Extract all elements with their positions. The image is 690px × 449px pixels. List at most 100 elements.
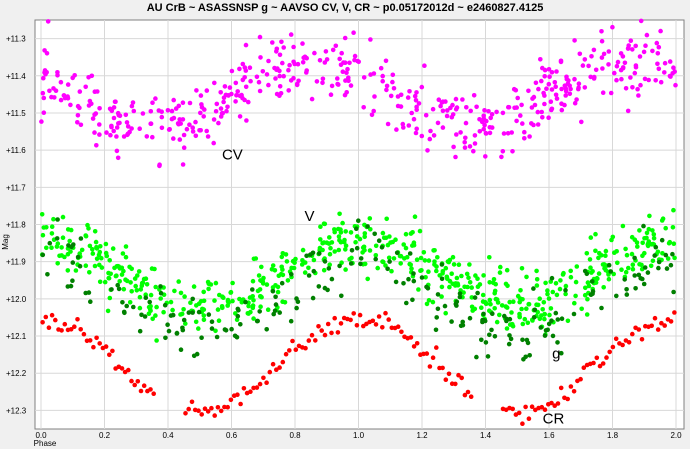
data-point bbox=[342, 35, 348, 41]
data-point bbox=[41, 225, 47, 230]
data-point bbox=[571, 311, 577, 317]
data-point bbox=[165, 322, 170, 328]
data-point bbox=[584, 312, 590, 317]
data-point bbox=[515, 95, 520, 101]
data-point bbox=[601, 285, 606, 290]
data-point bbox=[234, 93, 239, 98]
data-point bbox=[153, 96, 158, 101]
data-point bbox=[389, 268, 394, 274]
data-point bbox=[636, 327, 642, 332]
data-point bbox=[376, 314, 382, 319]
data-point bbox=[615, 260, 620, 266]
data-point bbox=[138, 287, 144, 292]
data-point bbox=[133, 283, 138, 289]
data-point bbox=[129, 126, 134, 131]
data-point bbox=[108, 132, 113, 138]
data-point bbox=[65, 227, 71, 232]
data-point bbox=[481, 113, 487, 119]
data-point bbox=[418, 255, 424, 261]
data-point bbox=[103, 241, 109, 247]
data-point bbox=[588, 292, 594, 298]
data-point bbox=[257, 309, 263, 314]
data-point bbox=[639, 337, 645, 342]
data-point bbox=[391, 86, 397, 91]
data-point bbox=[277, 73, 283, 79]
data-point bbox=[572, 100, 578, 106]
data-point bbox=[462, 145, 468, 150]
data-point bbox=[656, 66, 662, 72]
data-point bbox=[97, 262, 102, 268]
x-tick-label: 1.2 bbox=[416, 431, 428, 440]
data-point bbox=[103, 344, 109, 349]
data-point bbox=[199, 102, 204, 107]
data-point bbox=[251, 298, 256, 303]
data-point bbox=[543, 280, 548, 286]
data-point bbox=[520, 121, 525, 126]
data-point bbox=[510, 149, 515, 154]
data-point bbox=[87, 338, 93, 343]
data-point bbox=[641, 223, 646, 229]
data-point bbox=[218, 106, 224, 111]
data-point bbox=[59, 328, 64, 333]
data-point bbox=[213, 328, 218, 334]
data-point bbox=[77, 263, 83, 269]
data-point bbox=[215, 307, 221, 312]
data-point bbox=[201, 114, 206, 119]
data-point bbox=[489, 125, 495, 130]
data-point bbox=[614, 249, 619, 254]
data-point bbox=[285, 278, 291, 283]
data-point bbox=[340, 69, 346, 74]
x-tick-label: 1.6 bbox=[543, 431, 555, 440]
data-point bbox=[45, 19, 51, 24]
data-point bbox=[450, 112, 456, 117]
data-point bbox=[240, 61, 246, 67]
data-point bbox=[330, 47, 336, 53]
data-point bbox=[295, 61, 301, 67]
data-point bbox=[237, 296, 242, 302]
data-point bbox=[568, 268, 573, 274]
data-point bbox=[652, 315, 658, 321]
y-tick-label: +11.7 bbox=[6, 183, 26, 192]
data-point bbox=[533, 80, 539, 86]
data-point bbox=[586, 283, 592, 289]
data-point bbox=[454, 303, 459, 308]
data-point bbox=[572, 38, 577, 43]
data-point bbox=[380, 259, 385, 264]
data-point bbox=[327, 235, 332, 240]
data-point bbox=[520, 337, 525, 343]
data-point bbox=[432, 248, 437, 253]
data-point bbox=[138, 388, 144, 394]
data-point bbox=[411, 344, 417, 349]
data-point bbox=[535, 109, 541, 115]
data-point bbox=[209, 405, 214, 411]
data-point bbox=[620, 342, 625, 348]
data-point bbox=[435, 306, 441, 312]
data-point bbox=[158, 296, 163, 301]
data-point bbox=[578, 376, 583, 382]
data-point bbox=[368, 227, 373, 232]
data-point bbox=[473, 273, 478, 278]
data-point bbox=[519, 266, 525, 271]
data-point bbox=[342, 60, 348, 65]
data-point bbox=[626, 265, 631, 271]
data-point bbox=[274, 46, 280, 52]
data-point bbox=[65, 82, 71, 87]
data-point bbox=[248, 389, 253, 395]
data-point bbox=[664, 266, 670, 271]
data-point bbox=[440, 125, 446, 130]
data-point bbox=[659, 320, 664, 326]
data-point bbox=[531, 94, 537, 100]
data-point bbox=[380, 73, 386, 79]
data-point bbox=[253, 256, 259, 261]
data-point bbox=[599, 55, 605, 60]
data-point bbox=[303, 345, 308, 351]
data-point bbox=[383, 263, 388, 268]
data-point bbox=[444, 113, 450, 119]
data-point bbox=[585, 296, 590, 302]
data-point bbox=[180, 325, 185, 331]
y-tick-label: +12.2 bbox=[6, 369, 27, 378]
data-point bbox=[247, 65, 253, 70]
data-point bbox=[630, 331, 635, 337]
data-point bbox=[209, 319, 215, 325]
data-point bbox=[546, 321, 552, 327]
